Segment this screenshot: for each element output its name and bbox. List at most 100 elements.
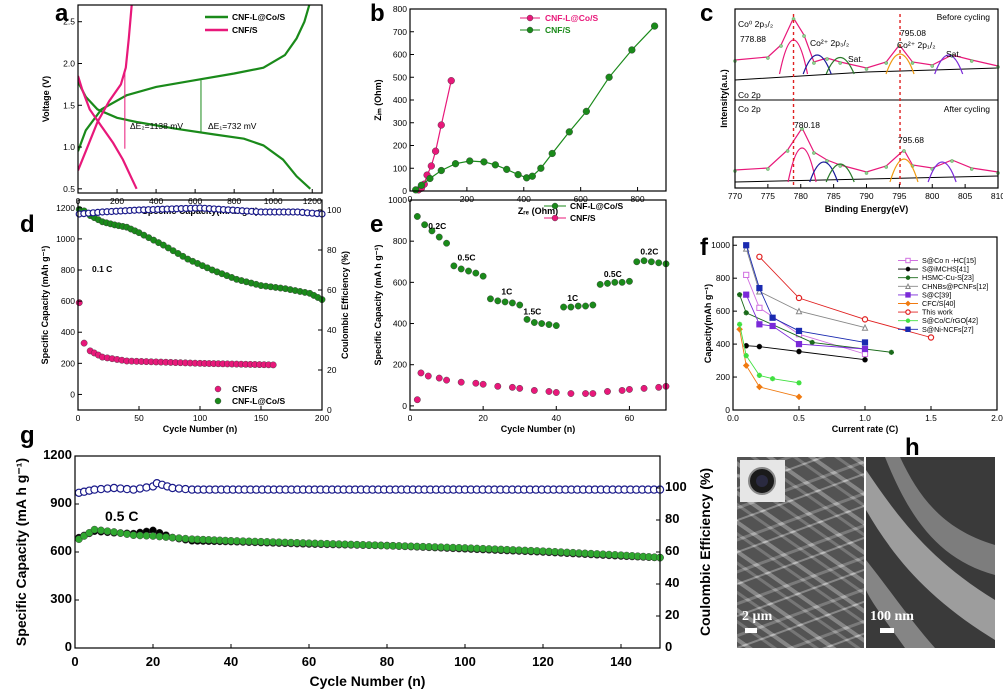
f-ytick-label: 600 xyxy=(716,306,730,316)
c-frame xyxy=(734,8,999,189)
e-cnf-l-co-s-point xyxy=(428,227,436,235)
g-specific-capacity-point xyxy=(123,530,131,538)
e-ytick-label: 1000 xyxy=(388,195,407,205)
e-cnf-l-co-s-point xyxy=(509,299,516,307)
a-xtick-label: 1000 xyxy=(264,196,283,206)
g-ytick-label: 0 xyxy=(65,639,72,654)
e-cnf-l-co-s-point xyxy=(501,298,509,306)
g-ytick-label: 600 xyxy=(50,543,72,558)
b-ytick-label: 200 xyxy=(393,141,407,151)
b-cnf-s-point xyxy=(548,149,556,158)
a-xtick-label: 600 xyxy=(188,196,202,206)
f-chnbs-pcnfs-12--line xyxy=(745,248,866,329)
series-line-cnf-s-charge xyxy=(78,5,133,171)
e-cnf-l-co-s-point xyxy=(538,320,546,327)
c-upper-data-point xyxy=(910,61,915,65)
b-ytick-label: 700 xyxy=(393,27,407,37)
f-legend-label: S@Ni-NCFs[27] xyxy=(922,325,974,334)
g-specific-capacity-point xyxy=(97,526,105,535)
d-ytick-label: 1200 xyxy=(56,203,75,213)
g-ytick-label: 1200 xyxy=(43,447,72,462)
f-hsmc-cu-s-23--point xyxy=(737,292,743,298)
g-specific-capacity-point xyxy=(129,531,138,540)
e-cnf-s-point xyxy=(604,388,611,395)
e-cnf-l-co-s-point xyxy=(567,303,575,311)
g-y2tick-label: 100 xyxy=(665,479,687,494)
c-text-co2p-upper: Co 2p xyxy=(738,90,761,100)
e-xlabel: Cycle Number (n) xyxy=(501,424,576,434)
f-s-c-39--point xyxy=(861,345,869,353)
b-cnf-s-point xyxy=(480,158,488,166)
e-cnf-s-point xyxy=(443,376,450,384)
a-xtick-label: 400 xyxy=(149,196,163,206)
f-hsmc-cu-s-23--line xyxy=(739,294,892,353)
e-cnf-s-point xyxy=(424,372,432,380)
f-s-ni-ncfs-27--point xyxy=(769,314,776,321)
f-s-co-n-hc-15--point xyxy=(743,271,750,278)
f-ylabel: Capacity(mAh g⁻¹) xyxy=(703,284,713,363)
f-legend-marker xyxy=(905,318,911,323)
a-ytick-label: 1.0 xyxy=(63,142,75,152)
c-upper-data-point xyxy=(779,44,783,48)
c-lower-data-point xyxy=(950,159,954,163)
chart-f: 0.0 0.5 1.0 1.5 2.0 0 200 400 600 800 1000 Current … xyxy=(703,236,1003,434)
d-legend-marker xyxy=(214,385,222,393)
f-xtick-label: 2.0 xyxy=(991,413,1003,423)
g-specific-capacity-point xyxy=(175,534,183,542)
b-frame xyxy=(409,8,667,192)
e-cnf-s-point xyxy=(618,387,626,394)
d-ytick-label: 200 xyxy=(61,358,75,368)
c-text-co2p-lower: Co 2p xyxy=(738,104,761,114)
d-y2label: Coulombic Efficiency (%) xyxy=(340,251,350,359)
f-ytick-label: 1000 xyxy=(711,240,730,250)
series-line-cnf-l-co-s-discharge xyxy=(78,81,312,190)
g-xtick-label: 60 xyxy=(302,654,316,669)
c-upper-data-point xyxy=(812,61,816,65)
b-cnf-l-co-s-line xyxy=(418,80,452,191)
b-cnf-s-point xyxy=(514,171,522,179)
c-lower-data-point xyxy=(812,151,816,155)
b-legend-marker xyxy=(526,26,534,34)
f-legend-marker xyxy=(905,266,911,272)
e-annotation-rate: 0.2C xyxy=(640,247,658,257)
d-frame xyxy=(77,199,323,411)
panel-label-a: a xyxy=(55,0,69,27)
e-cnf-l-co-s-point xyxy=(421,221,429,229)
d-xtick-label: 150 xyxy=(254,413,268,423)
e-cnf-l-co-s-point xyxy=(494,297,502,305)
c-annotation: Co²⁺ 2p₃/₂ xyxy=(810,38,849,48)
a-legend-label: CNF-L@Co/S xyxy=(232,12,285,22)
d-xtick-label: 0 xyxy=(76,413,81,423)
e-cnf-l-co-s-point xyxy=(604,279,611,287)
scale-bar-right xyxy=(880,628,894,633)
g-specific-capacity-point xyxy=(116,529,125,537)
f-legend-marker xyxy=(905,300,911,307)
c-annotation: 780.18 xyxy=(794,120,820,130)
d-annotation-rate: 0.1 C xyxy=(92,264,112,274)
e-legend-label: CNF-L@Co/S xyxy=(570,201,623,211)
e-annotation-rate: 1C xyxy=(567,293,578,303)
e-xtick-label: 20 xyxy=(478,413,488,423)
e-cnf-s-point xyxy=(457,378,465,386)
chart-d: 0 50 100 150 2000200400600800100012000204060… xyxy=(40,199,350,434)
g-ylabel: Specific Capacity (mA h g⁻¹) xyxy=(13,458,29,646)
c-ylabel: Intensity(a.u.) xyxy=(719,69,729,128)
d-ylabel: Specific Capacity (mAh g⁻¹) xyxy=(40,246,50,365)
d-y2tick-label: 60 xyxy=(327,285,337,295)
e-cnf-l-co-s-point xyxy=(655,259,663,267)
e-cnf-s-point xyxy=(589,390,597,397)
f-s-co-c-rgo-42--line xyxy=(739,324,800,384)
f-s-c-39--point xyxy=(756,321,763,328)
a-xtick-label: 800 xyxy=(227,196,241,206)
f-xlabel: Current rate (C) xyxy=(832,424,899,434)
a-ytick-label: 2.5 xyxy=(63,17,75,27)
b-cnf-s-line xyxy=(415,25,656,191)
f-this-work-point xyxy=(861,316,869,323)
c-xtick-label: 785 xyxy=(827,191,841,201)
e-cnf-l-co-s-point xyxy=(530,319,538,326)
f-chnbs-pcnfs-12--point xyxy=(795,307,803,315)
g-y2tick-label: 20 xyxy=(665,607,679,622)
e-ytick-label: 600 xyxy=(393,277,407,287)
b-ytick-label: 0 xyxy=(402,186,407,196)
e-cnf-l-co-s-point xyxy=(574,302,582,310)
